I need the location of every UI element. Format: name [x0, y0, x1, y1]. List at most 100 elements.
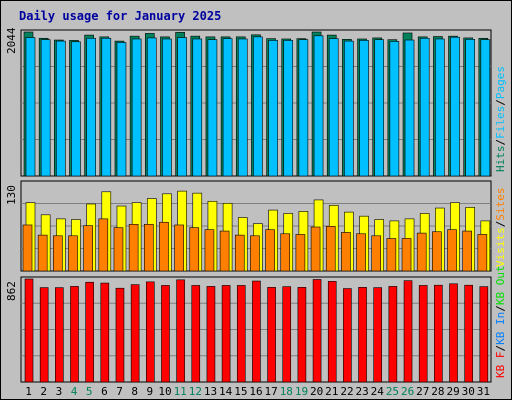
legend-item: KB F	[494, 352, 507, 379]
bar-files-23	[359, 40, 369, 177]
ymax-label-traffic: 862	[5, 281, 18, 301]
bar-kbf-24	[373, 287, 383, 383]
bar-sites-29	[447, 229, 457, 272]
bar-kbf-30	[464, 284, 473, 383]
bar-files-19	[298, 39, 309, 177]
bar-files-8	[131, 38, 142, 177]
x-tick-label: 17	[265, 385, 278, 398]
bar-files-6	[101, 37, 112, 177]
bar-kbf-22	[343, 288, 352, 383]
bar-sites-15	[234, 234, 245, 272]
bar-kbf-6	[100, 282, 110, 383]
bar-sites-14	[219, 230, 230, 272]
bar-kbf-21	[327, 281, 337, 383]
bar-sites-31	[477, 234, 488, 272]
x-tick-label: 15	[234, 385, 247, 398]
bar-kbf-13	[206, 286, 216, 383]
legend-item: /	[494, 305, 507, 312]
bar-files-18	[283, 40, 294, 177]
bar-kbf-1	[24, 278, 34, 383]
bar-sites-23	[356, 233, 366, 272]
legend-item: /	[494, 345, 507, 352]
bar-kbf-10	[161, 285, 170, 383]
x-tick-label: 31	[477, 385, 490, 398]
bar-sites-4	[68, 235, 78, 272]
chart-title: Daily usage for January 2025	[19, 9, 221, 23]
bar-files-2	[40, 39, 51, 177]
legend-item: /	[494, 139, 507, 146]
bar-kbf-15	[236, 285, 246, 383]
legend-item: Sites	[494, 188, 507, 221]
bar-files-24	[374, 39, 385, 177]
bar-kbf-29	[449, 283, 458, 383]
x-tick-label: 22	[340, 385, 353, 398]
x-tick-label: 30	[462, 385, 475, 398]
bar-sites-20	[310, 226, 321, 272]
bar-kbf-7	[115, 287, 125, 383]
bar-files-13	[207, 39, 218, 177]
legend-item: KB Out	[494, 265, 507, 305]
bar-sites-5	[83, 225, 93, 272]
bar-kbf-5	[85, 281, 94, 383]
x-tick-label: 18	[280, 385, 293, 398]
bar-kbf-2	[39, 287, 49, 383]
bar-files-11	[177, 37, 187, 177]
x-tick-label: 24	[371, 385, 385, 398]
x-tick-label: 25	[386, 385, 399, 398]
bar-sites-21	[325, 226, 336, 272]
x-tick-label: 6	[101, 385, 108, 398]
x-tick-label: 14	[219, 385, 233, 398]
x-tick-label: 21	[325, 385, 338, 398]
x-tick-label: 2	[40, 385, 47, 398]
legend-item: Hits	[494, 146, 507, 173]
ymax-label-requests: 2044	[5, 27, 18, 54]
x-tick-label: 16	[249, 385, 262, 398]
bar-files-3	[56, 40, 66, 177]
bar-kbf-17	[267, 287, 276, 383]
bar-kbf-28	[434, 284, 443, 383]
bar-sites-22	[341, 232, 351, 272]
x-tick-label: 9	[147, 385, 154, 398]
bar-kbf-16	[252, 280, 261, 383]
x-tick-label: 10	[158, 385, 171, 398]
bar-files-5	[86, 37, 96, 177]
x-tick-label: 3	[56, 385, 63, 398]
bar-sites-16	[250, 235, 260, 272]
bar-sites-6	[98, 218, 109, 272]
bar-kbf-12	[191, 285, 201, 383]
bar-kbf-3	[55, 287, 64, 383]
bar-sites-24	[371, 235, 382, 272]
bar-kbf-25	[388, 286, 398, 383]
legend-traffic: KB F/KB In/KB Out	[494, 265, 507, 378]
bar-kbf-9	[145, 281, 155, 383]
bar-sites-30	[462, 230, 472, 272]
legend-item: Files	[494, 106, 507, 139]
legend-visitors: Visits/Sites	[494, 188, 507, 268]
bar-files-4	[71, 41, 81, 177]
ymax-label-visitors: 130	[5, 185, 18, 205]
bar-files-15	[237, 38, 248, 177]
legend-item: Visits	[494, 227, 507, 267]
x-tick-label: 8	[131, 385, 138, 398]
bar-files-21	[328, 38, 339, 177]
x-tick-label: 12	[189, 385, 202, 398]
x-tick-label: 11	[174, 385, 187, 398]
bar-files-25	[389, 41, 400, 177]
legend-item: Pages	[494, 66, 507, 99]
bar-files-29	[450, 36, 460, 177]
bar-files-22	[344, 40, 354, 177]
x-tick-label: 1	[25, 385, 32, 398]
x-tick-label: 28	[431, 385, 444, 398]
bar-kbf-20	[312, 279, 322, 383]
bar-sites-8	[128, 223, 139, 272]
bar-kbf-8	[130, 284, 140, 383]
x-tick-label: 13	[204, 385, 217, 398]
bar-files-12	[192, 38, 203, 177]
bar-sites-1	[22, 224, 33, 272]
bar-kbf-18	[282, 286, 292, 383]
bar-sites-28	[432, 231, 442, 272]
bar-kbf-11	[176, 279, 185, 383]
bar-kbf-26	[403, 280, 413, 383]
bar-sites-9	[143, 223, 154, 272]
